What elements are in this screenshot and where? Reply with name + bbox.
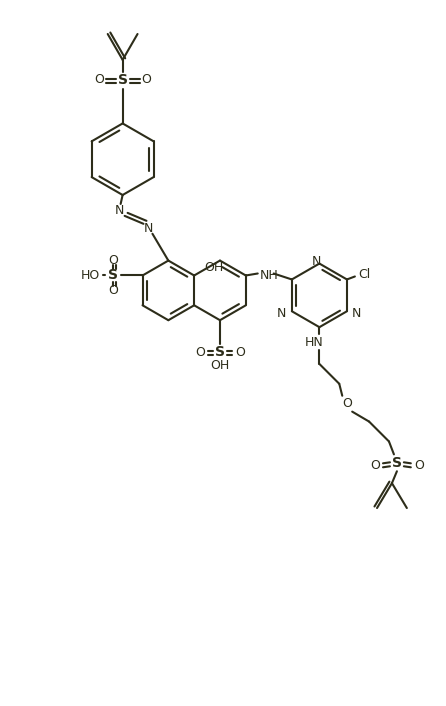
Text: N: N — [352, 306, 362, 320]
Text: O: O — [108, 284, 118, 297]
Text: N: N — [312, 255, 321, 268]
Text: S: S — [118, 73, 128, 87]
Text: Cl: Cl — [359, 268, 371, 281]
Text: N: N — [277, 306, 287, 320]
Text: S: S — [392, 456, 402, 470]
Text: O: O — [342, 397, 352, 410]
Text: HN: HN — [305, 335, 324, 349]
Text: O: O — [235, 345, 245, 359]
Text: N: N — [115, 205, 124, 217]
Text: O: O — [370, 459, 380, 472]
Text: S: S — [215, 345, 225, 359]
Text: O: O — [195, 345, 205, 359]
Text: OH: OH — [204, 261, 223, 274]
Text: OH: OH — [211, 359, 230, 373]
Text: O: O — [94, 73, 104, 86]
Text: NH: NH — [260, 269, 278, 282]
Text: O: O — [108, 254, 118, 267]
Text: O: O — [414, 459, 424, 472]
Text: S: S — [108, 268, 118, 282]
Text: N: N — [144, 222, 153, 235]
Text: O: O — [141, 73, 152, 86]
Text: HO: HO — [81, 269, 100, 282]
